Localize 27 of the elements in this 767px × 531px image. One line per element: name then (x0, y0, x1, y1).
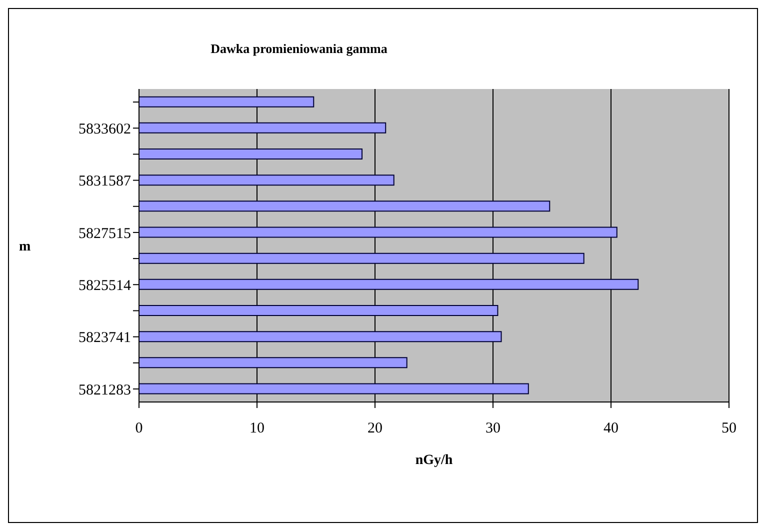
y-tick-label: 5827515 (78, 226, 131, 242)
y-tick-label: 5825514 (78, 278, 132, 294)
bar (139, 174, 394, 186)
bar (139, 226, 618, 238)
x-tick-label: 50 (722, 420, 736, 437)
bar (139, 200, 550, 212)
x-tick-label: 10 (250, 420, 264, 437)
bar (139, 96, 314, 108)
bar (139, 331, 502, 342)
bar (139, 122, 386, 134)
y-tick-label: 5831587 (78, 174, 132, 190)
y-tick-label: 5833602 (78, 121, 131, 138)
x-tick-label: 40 (604, 420, 618, 437)
bar (139, 383, 529, 394)
y-tick-label: 5823741 (78, 330, 131, 346)
bar (139, 357, 408, 368)
x-tick-label: 0 (135, 420, 143, 437)
bar (139, 304, 498, 316)
x-tick-label: 20 (368, 420, 382, 437)
x-tick-label: 30 (486, 420, 500, 437)
bar (139, 148, 363, 160)
chart-title: Dawka promieniowania gamma (210, 41, 388, 57)
y-tick-label: 5821283 (78, 382, 131, 398)
y-axis-title: m (19, 239, 31, 254)
bar (139, 278, 639, 290)
bar (139, 252, 584, 264)
x-axis-title: nGy/h (415, 453, 453, 468)
